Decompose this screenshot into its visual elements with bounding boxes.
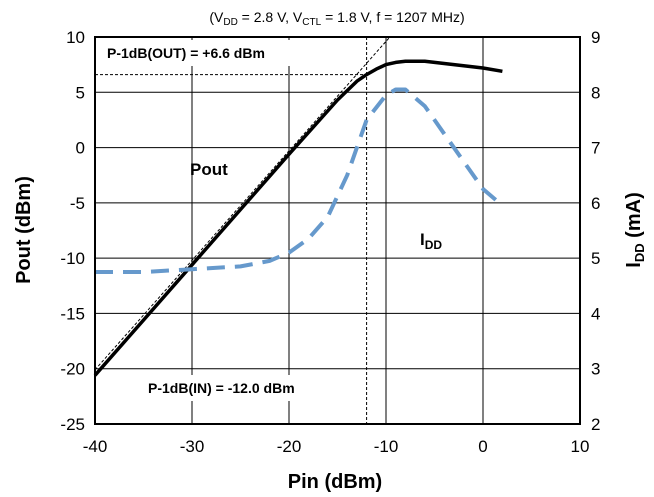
y-left-tick-label: 5 xyxy=(76,83,85,102)
y-left-axis-title: Pout (dBm) xyxy=(13,176,35,284)
pout-series-line xyxy=(93,59,503,377)
idd-series-label: IDD xyxy=(420,230,442,252)
p1db-out-label: P-1dB(OUT) = +6.6 dBm xyxy=(107,45,265,61)
y-right-tick-labels: 9 8 7 6 5 4 3 2 xyxy=(591,28,600,434)
p1db-in-label-bg xyxy=(142,375,352,401)
x-tick-label: -40 xyxy=(83,437,108,456)
series-group xyxy=(93,59,504,377)
y-left-tick-label: -20 xyxy=(60,360,85,379)
ideal-slope-line xyxy=(94,36,391,371)
y-left-tick-label: 10 xyxy=(66,28,85,47)
y-right-tick-label: 5 xyxy=(591,249,600,268)
reference-lines xyxy=(94,36,391,424)
y-right-tick-label: 7 xyxy=(591,139,600,158)
x-axis-title: Pin (dBm) xyxy=(288,471,382,493)
y-left-tick-label: 0 xyxy=(76,139,85,158)
x-tick-label: 10 xyxy=(571,437,590,456)
grid-lines xyxy=(94,36,581,425)
y-left-tick-labels: 10 5 0 -5 -10 -15 -20 -25 xyxy=(60,28,85,434)
y-left-tick-label: -10 xyxy=(60,249,85,268)
y-left-tick-label: -25 xyxy=(60,415,85,434)
y-right-tick-label: 2 xyxy=(591,415,600,434)
y-left-tick-label: -15 xyxy=(60,304,85,323)
x-tick-labels: -40 -30 -20 -10 0 10 xyxy=(83,437,590,456)
idd-series-line xyxy=(95,87,504,274)
y-right-tick-label: 9 xyxy=(591,28,600,47)
y-right-tick-label: 4 xyxy=(591,304,600,323)
conditions-title: (VDD = 2.8 V, VCTL = 1.8 V, f = 1207 MHz… xyxy=(209,9,464,28)
x-tick-label: -10 xyxy=(374,437,399,456)
y-right-tick-label: 3 xyxy=(591,360,600,379)
p1db-out-label-bg xyxy=(101,40,361,66)
x-tick-label: 0 xyxy=(478,437,487,456)
y-right-tick-label: 6 xyxy=(591,194,600,213)
x-tick-label: -20 xyxy=(277,437,302,456)
p1db-in-label: P-1dB(IN) = -12.0 dBm xyxy=(148,380,295,396)
y-left-tick-label: -5 xyxy=(70,194,85,213)
y-right-tick-label: 8 xyxy=(591,83,600,102)
x-tick-label: -30 xyxy=(180,437,205,456)
plot-frame xyxy=(94,36,581,425)
y-right-axis-title: IDD (mA) xyxy=(623,192,647,267)
pout-series-label: Pout xyxy=(190,160,228,179)
